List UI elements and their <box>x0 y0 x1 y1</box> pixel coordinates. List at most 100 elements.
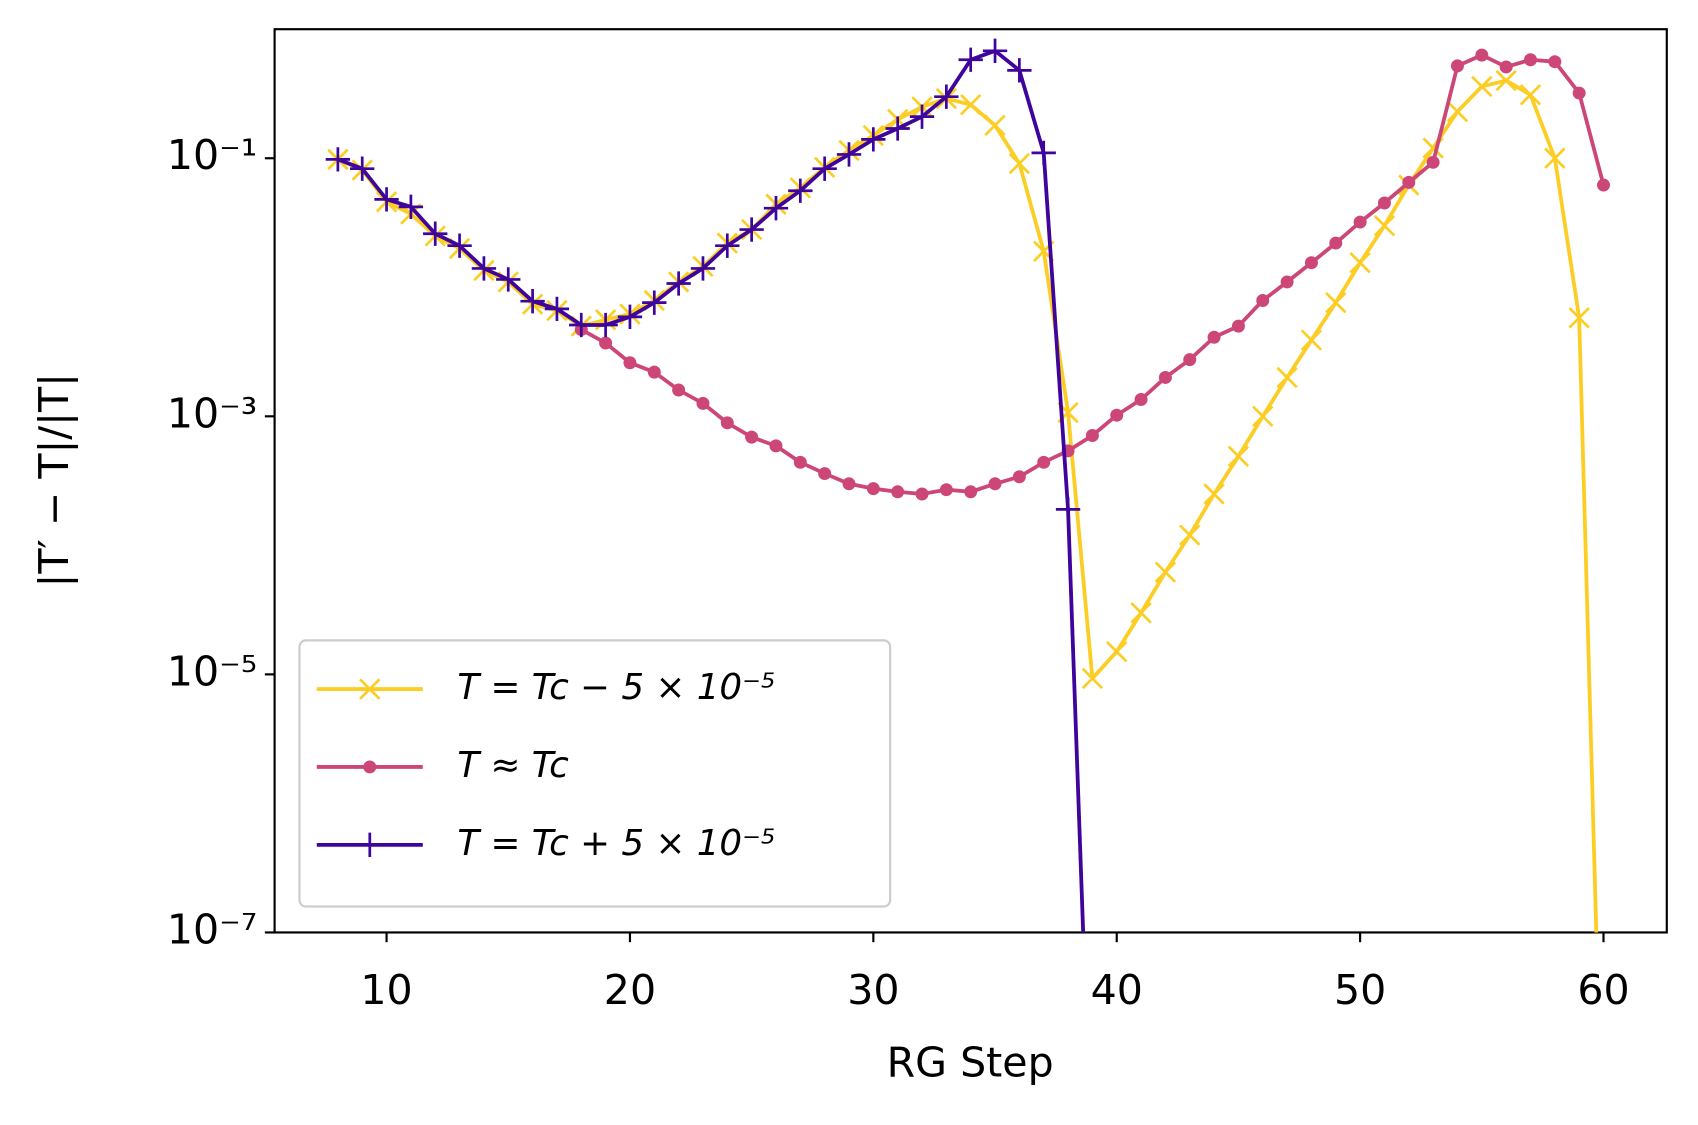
data-point <box>793 455 807 469</box>
data-point <box>1227 445 1250 467</box>
data-point <box>696 396 710 410</box>
series-line <box>337 78 1599 933</box>
data-point <box>647 365 661 379</box>
legend-label: T = Tc + 5 × 10⁻⁵ <box>457 823 775 864</box>
data-point <box>836 142 862 167</box>
y-tick-label: 10⁻⁵ <box>167 647 257 695</box>
y-tick-label: 10⁻⁷ <box>167 905 257 953</box>
series-line <box>337 48 1086 933</box>
data-point <box>1037 455 1051 469</box>
data-point <box>1524 53 1537 67</box>
data-point <box>617 304 643 330</box>
data-point <box>812 156 837 181</box>
data-point <box>1106 640 1128 663</box>
data-point <box>1207 330 1221 344</box>
data-point <box>739 217 764 242</box>
data-point <box>1031 140 1056 166</box>
plot-frame <box>273 28 1668 934</box>
data-point <box>1300 329 1323 351</box>
data-point <box>1130 602 1152 624</box>
data-point <box>569 312 594 338</box>
x-tick-label: 20 <box>604 966 656 1014</box>
data-point <box>964 485 978 499</box>
data-point <box>350 156 375 181</box>
data-point <box>325 147 351 172</box>
data-point <box>1402 175 1416 189</box>
y-tick-label: 10⁻³ <box>167 389 257 437</box>
data-point <box>496 267 521 292</box>
data-point <box>1475 48 1489 62</box>
data-point <box>1373 215 1396 237</box>
data-point <box>1548 55 1562 69</box>
data-point <box>769 439 783 453</box>
y-tick-label: 10⁻¹ <box>167 131 257 179</box>
data-point <box>593 312 618 338</box>
legend-box <box>298 639 892 908</box>
data-point <box>866 482 880 496</box>
data-point <box>1499 60 1513 74</box>
data-point <box>623 356 637 370</box>
data-point <box>934 84 959 109</box>
data-point <box>842 477 856 491</box>
data-point <box>672 383 686 397</box>
data-point <box>1008 152 1031 175</box>
data-point <box>885 116 910 141</box>
data-point <box>1572 86 1586 100</box>
data-point <box>715 233 740 258</box>
data-point <box>1568 307 1590 329</box>
x-tick-label: 50 <box>1334 966 1386 1014</box>
data-point <box>1203 483 1225 505</box>
data-point <box>1012 470 1026 484</box>
data-point <box>1426 155 1440 169</box>
data-point <box>939 483 953 497</box>
data-point <box>720 416 734 430</box>
data-point <box>1495 69 1517 92</box>
data-point <box>1183 353 1197 367</box>
data-point <box>909 104 935 129</box>
data-point <box>1055 497 1081 522</box>
data-point <box>1353 215 1367 229</box>
data-point <box>982 38 1008 63</box>
x-tick-label: 30 <box>847 966 899 1014</box>
data-point <box>1081 667 1104 690</box>
data-point <box>1110 408 1124 422</box>
data-point <box>988 477 1002 491</box>
data-point <box>745 430 759 444</box>
data-point <box>891 485 905 499</box>
x-axis-label: RG Step <box>887 1039 1054 1087</box>
legend-marker <box>359 678 381 700</box>
data-point <box>1597 178 1610 192</box>
data-point <box>374 187 399 212</box>
data-point <box>666 271 691 296</box>
data-point <box>1252 405 1274 428</box>
plot-area <box>325 38 1610 933</box>
data-point <box>788 178 813 203</box>
data-point <box>958 47 983 72</box>
data-point <box>1256 293 1270 307</box>
data-point <box>690 256 716 281</box>
data-point <box>1179 524 1201 546</box>
legend-marker <box>363 760 377 774</box>
data-point <box>642 290 667 315</box>
x-tick-label: 60 <box>1577 966 1629 1014</box>
x-tick-label: 10 <box>360 966 412 1014</box>
data-point <box>1280 275 1294 289</box>
legend-label: T = Tc − 5 × 10⁻⁵ <box>457 667 775 708</box>
data-point <box>1154 561 1177 583</box>
data-point <box>1134 393 1148 406</box>
legend-label: T ≈ Tc <box>457 745 569 786</box>
data-point <box>818 467 832 481</box>
data-point <box>960 94 982 116</box>
data-point <box>861 127 886 152</box>
data-point <box>1349 252 1371 274</box>
data-point <box>1158 370 1172 384</box>
data-point <box>1450 59 1464 73</box>
data-point <box>984 114 1006 136</box>
x-tick-label: 40 <box>1091 966 1143 1014</box>
data-point <box>520 289 545 314</box>
legend-marker <box>357 832 382 858</box>
data-point <box>1471 75 1493 98</box>
data-point <box>1519 84 1542 106</box>
data-point <box>915 487 929 501</box>
